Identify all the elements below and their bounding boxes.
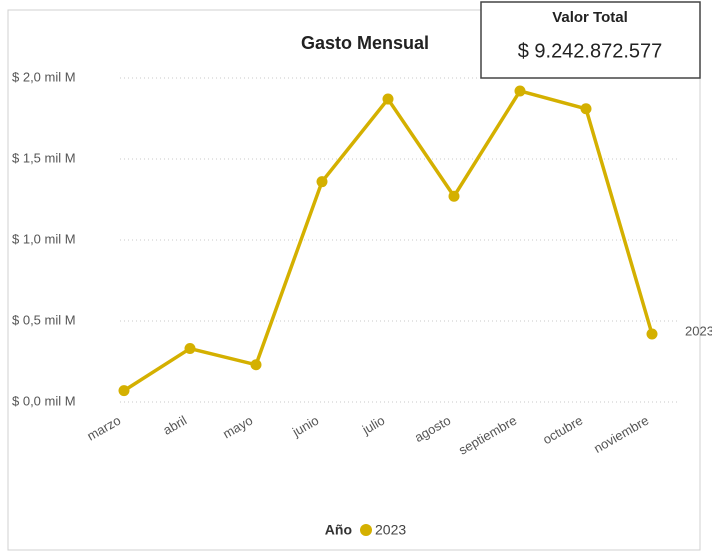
data-point — [448, 190, 460, 202]
legend-swatch — [360, 524, 372, 536]
series-end-label: 2023 — [685, 323, 712, 338]
data-point — [118, 385, 130, 397]
data-point — [250, 359, 262, 371]
data-point — [382, 93, 394, 105]
y-tick-label: $ 2,0 mil M — [12, 69, 76, 84]
data-point — [580, 103, 592, 115]
y-tick-label: $ 1,0 mil M — [12, 231, 76, 246]
data-point — [316, 176, 328, 188]
legend-label: 2023 — [375, 522, 406, 538]
card-value: $ 9.242.872.577 — [518, 40, 663, 62]
y-tick-label: $ 0,0 mil M — [12, 393, 76, 408]
chart-title: Gasto Mensual — [301, 33, 429, 53]
y-tick-label: $ 0,5 mil M — [12, 312, 76, 327]
chart-frame — [7, 9, 701, 551]
data-point — [514, 85, 526, 97]
card-title: Valor Total — [552, 9, 628, 26]
legend-title: Año — [325, 522, 352, 538]
data-point — [184, 343, 196, 355]
card — [480, 1, 701, 79]
data-point — [646, 328, 658, 340]
y-tick-label: $ 1,5 mil M — [12, 150, 76, 165]
